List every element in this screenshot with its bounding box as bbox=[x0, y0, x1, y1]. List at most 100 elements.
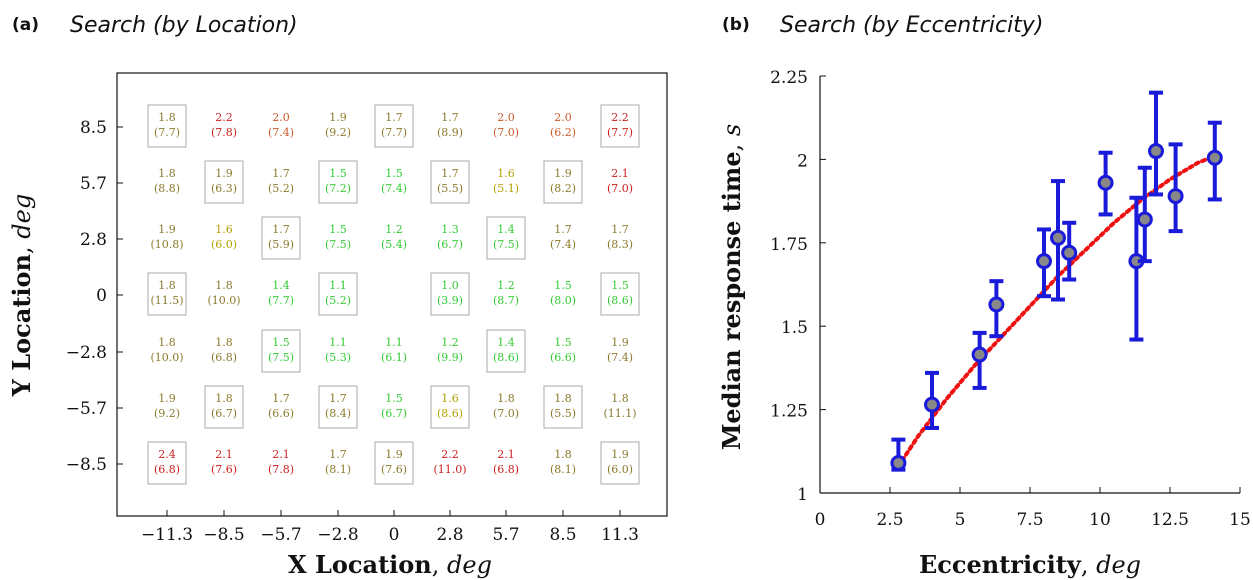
cell-count: (7.0) bbox=[493, 126, 519, 139]
data-point bbox=[988, 296, 1005, 313]
cell-value: 1.5 bbox=[385, 392, 403, 405]
panel-b-tag: (b) bbox=[722, 15, 750, 35]
cell-count: (5.1) bbox=[493, 182, 519, 195]
panel-a-y-ticks: 8.5 5.7 2.8 0 −2.8 −5.7 −8.5 bbox=[66, 118, 123, 475]
panel-a-tag: (a) bbox=[12, 15, 39, 35]
x-tick-label: 2.5 bbox=[876, 510, 903, 530]
data-point bbox=[1148, 143, 1164, 160]
cell-value: 1.8 bbox=[554, 448, 572, 461]
cell-count: (7.6) bbox=[211, 463, 237, 476]
cell-box bbox=[318, 160, 358, 204]
cell-box bbox=[430, 385, 470, 429]
cell-count: (8.7) bbox=[493, 294, 519, 307]
cell-value: 2.1 bbox=[497, 448, 515, 461]
cell-value: 1.8 bbox=[158, 167, 176, 180]
cell-value: 1.7 bbox=[611, 223, 629, 236]
cell-value: 1.6 bbox=[215, 223, 233, 236]
cell-value: 1.5 bbox=[554, 336, 572, 349]
cell-count: (5.4) bbox=[381, 238, 407, 251]
cell-box bbox=[318, 385, 358, 429]
panel-a-x-ticks: −11.3 −8.5 −5.7 −2.8 0 2.8 5.7 8.5 11.3 bbox=[141, 510, 639, 545]
y-tick-label: −8.5 bbox=[66, 455, 107, 475]
cell-value: 1.8 bbox=[158, 279, 176, 292]
cell-count: (5.3) bbox=[325, 351, 351, 364]
panel-a-x-label: X Location, deg bbox=[288, 550, 492, 579]
cell-count: (7.4) bbox=[550, 238, 576, 251]
cell-count: (6.8) bbox=[211, 351, 237, 364]
cell-value: 1.6 bbox=[497, 167, 515, 180]
cell-value: 2.2 bbox=[215, 111, 233, 124]
cell-value: 2.0 bbox=[554, 111, 572, 124]
x-tick-label: 15 bbox=[1229, 510, 1251, 530]
cell-count: (6.0) bbox=[211, 238, 237, 251]
cell-value: 1.4 bbox=[272, 279, 290, 292]
cell-value: 1.8 bbox=[158, 111, 176, 124]
cell-value: 1.9 bbox=[215, 167, 233, 180]
panel-b-x-label-sep: , bbox=[1081, 551, 1096, 579]
cell-value: 1.4 bbox=[497, 223, 515, 236]
cell-count: (6.1) bbox=[381, 351, 407, 364]
cell-count: (6.7) bbox=[211, 407, 237, 420]
y-tick-label: 1.75 bbox=[770, 235, 808, 255]
data-point bbox=[924, 396, 940, 413]
y-tick-label: 0 bbox=[96, 286, 107, 306]
panel-b-title: Search (by Eccentricity) bbox=[780, 13, 1043, 38]
cell-count: (10.0) bbox=[207, 294, 240, 307]
data-point bbox=[1061, 244, 1078, 261]
cell-value: 1.1 bbox=[329, 279, 347, 292]
cell-count: (3.9) bbox=[437, 294, 463, 307]
cell-box bbox=[261, 216, 301, 260]
data-point bbox=[1036, 253, 1052, 270]
cell-value: 1.2 bbox=[385, 223, 403, 236]
x-tick-label: 5 bbox=[955, 510, 966, 530]
cell-count: (9.2) bbox=[325, 126, 351, 139]
cell-value: 2.2 bbox=[611, 111, 629, 124]
cell-value: 1.5 bbox=[329, 223, 347, 236]
cell-value: 1.8 bbox=[158, 336, 176, 349]
panel-b-y-label-sep: , bbox=[718, 136, 746, 151]
cell-box bbox=[318, 272, 358, 316]
data-point bbox=[1136, 211, 1153, 228]
x-tick-label: 8.5 bbox=[549, 525, 576, 545]
panel-a-y-label-unit: deg bbox=[8, 194, 36, 239]
cell-value: 1.5 bbox=[329, 167, 347, 180]
cell-box bbox=[147, 272, 187, 316]
cell-value: 1.9 bbox=[554, 167, 572, 180]
cell-value: 1.5 bbox=[611, 279, 629, 292]
cell-value: 2.4 bbox=[158, 448, 176, 461]
cell-value: 1.0 bbox=[441, 279, 459, 292]
cell-box bbox=[374, 441, 414, 485]
data-point bbox=[971, 346, 988, 363]
y-tick-label: 8.5 bbox=[80, 118, 107, 138]
panel-a-x-label-main: X Location bbox=[288, 550, 432, 579]
cell-count: (7.0) bbox=[607, 182, 633, 195]
cell-box bbox=[147, 104, 187, 148]
cell-count: (8.6) bbox=[437, 407, 463, 420]
data-point bbox=[1206, 149, 1223, 166]
cell-value: 1.5 bbox=[272, 336, 290, 349]
cell-count: (7.5) bbox=[493, 238, 519, 251]
y-tick-label: 5.7 bbox=[80, 174, 107, 194]
cell-value: 1.8 bbox=[554, 392, 572, 405]
cell-count: (10.0) bbox=[150, 351, 183, 364]
cell-value: 1.7 bbox=[272, 223, 290, 236]
panel-b-axes: 0 2.5 5 7.5 10 12.5 15 1 1.25 1.5 1.75 2 2.25 bbox=[770, 68, 1251, 530]
cell-count: (7.4) bbox=[268, 126, 294, 139]
cell-box bbox=[430, 160, 470, 204]
y-tick-label: 2.8 bbox=[80, 230, 107, 250]
y-tick-label: 1.5 bbox=[781, 318, 808, 338]
x-tick-label: −8.5 bbox=[203, 525, 244, 545]
cell-value: 1.9 bbox=[385, 448, 403, 461]
panel-b-x-label-unit: deg bbox=[1096, 551, 1141, 579]
cell-count: (7.7) bbox=[154, 126, 180, 139]
cell-count: (8.3) bbox=[607, 238, 633, 251]
panel-a-y-label-main: Y Location bbox=[7, 254, 36, 397]
panel-a-cells: 1.8 (7.7) 2.2 (7.8) 2.0 (7.4) 1.9 (9.2) 1.7 (7.7)… bbox=[147, 104, 640, 485]
cell-value: 1.8 bbox=[215, 392, 233, 405]
cell-count: (5.5) bbox=[437, 182, 463, 195]
cell-value: 1.4 bbox=[497, 336, 515, 349]
y-tick-label: 2.25 bbox=[770, 68, 808, 88]
cell-count: (6.7) bbox=[381, 407, 407, 420]
cell-count: (7.5) bbox=[268, 351, 294, 364]
